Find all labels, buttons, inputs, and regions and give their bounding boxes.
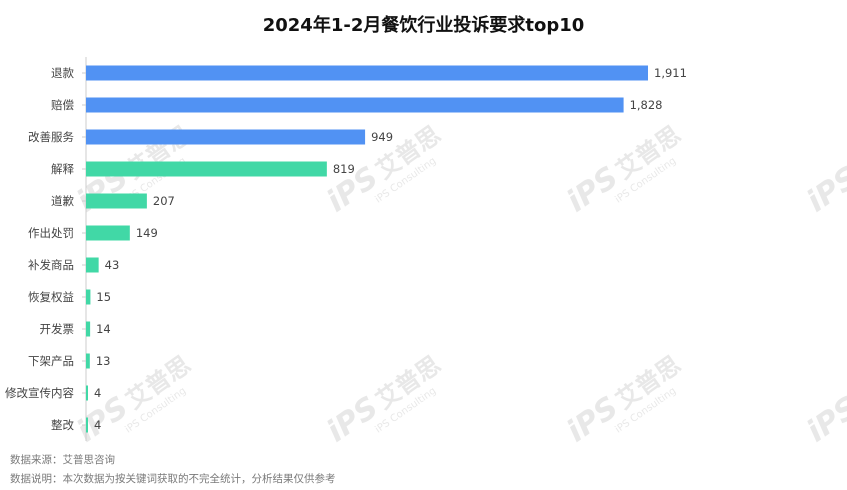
- bar: [86, 353, 90, 369]
- value-label: 207: [153, 194, 175, 208]
- data-description-note: 数据说明：本次数据为按关键词获取的不完全统计，分析结果仅供参考: [10, 473, 336, 485]
- value-label: 15: [96, 290, 111, 304]
- category-label: 恢复权益: [28, 290, 74, 304]
- bar: [86, 225, 130, 241]
- value-label: 949: [371, 130, 393, 144]
- bar: [86, 129, 366, 145]
- bar: [86, 193, 147, 209]
- bar: [86, 257, 99, 273]
- value-label: 819: [333, 162, 355, 176]
- value-label: 43: [105, 258, 120, 272]
- bar: [86, 417, 88, 433]
- bar: [86, 321, 91, 337]
- value-label: 14: [96, 322, 111, 336]
- category-label: 整改: [51, 418, 74, 432]
- category-label: 解释: [51, 162, 74, 176]
- category-label: 道歉: [51, 194, 74, 208]
- value-label: 4: [94, 418, 101, 432]
- category-label: 退款: [51, 66, 74, 80]
- category-label: 下架产品: [28, 354, 74, 368]
- category-label: 作出处罚: [28, 226, 74, 240]
- chart-title: 2024年1-2月餐饮行业投诉要求top10: [262, 15, 585, 36]
- data-source-note: 数据来源：艾普思咨询: [10, 454, 115, 466]
- bar: [86, 65, 648, 81]
- bar: [86, 161, 327, 177]
- category-label: 改善服务: [28, 130, 74, 144]
- category-label: 补发商品: [28, 258, 74, 272]
- value-label: 149: [136, 226, 158, 240]
- category-label: 修改宣传内容: [5, 386, 74, 400]
- value-label: 4: [94, 386, 101, 400]
- bar: [86, 385, 88, 401]
- value-label: 1,911: [654, 66, 687, 80]
- bar: [86, 289, 91, 305]
- value-label: 13: [96, 354, 111, 368]
- category-label: 开发票: [40, 322, 75, 336]
- value-label: 1,828: [630, 98, 663, 112]
- category-label: 赔偿: [51, 98, 74, 112]
- bar: [86, 97, 624, 113]
